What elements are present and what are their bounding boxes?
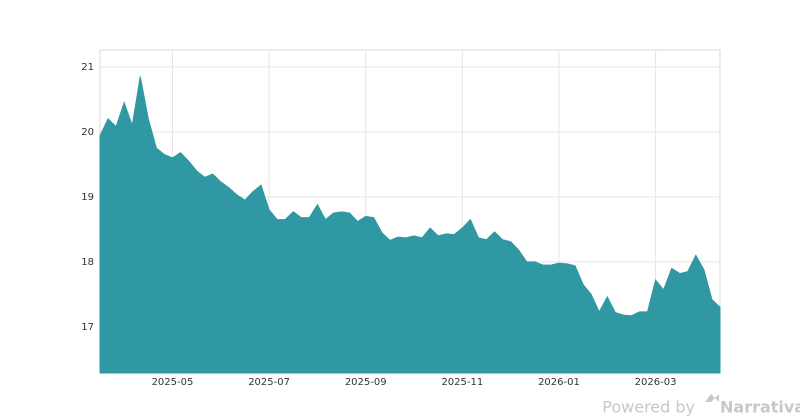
area	[99, 76, 721, 374]
x-tick-label: 2025-11	[441, 377, 483, 388]
x-tick-label: 2026-01	[538, 377, 580, 388]
watermark: Powered by	[602, 398, 695, 417]
y-tick-label: 19	[81, 192, 94, 203]
y-tick-label: 21	[81, 62, 94, 73]
x-tick-label: 2026-03	[635, 377, 677, 388]
x-tick-label: 2025-07	[248, 377, 290, 388]
brand-logo	[705, 394, 719, 402]
y-tick-label: 20	[81, 127, 94, 138]
x-tick-label: 2025-09	[345, 377, 387, 388]
y-tick-label: 17	[81, 322, 94, 333]
brand: Narrativa	[720, 398, 800, 417]
y-tick-label: 18	[81, 257, 94, 268]
x-tick-label: 2025-05	[152, 377, 194, 388]
